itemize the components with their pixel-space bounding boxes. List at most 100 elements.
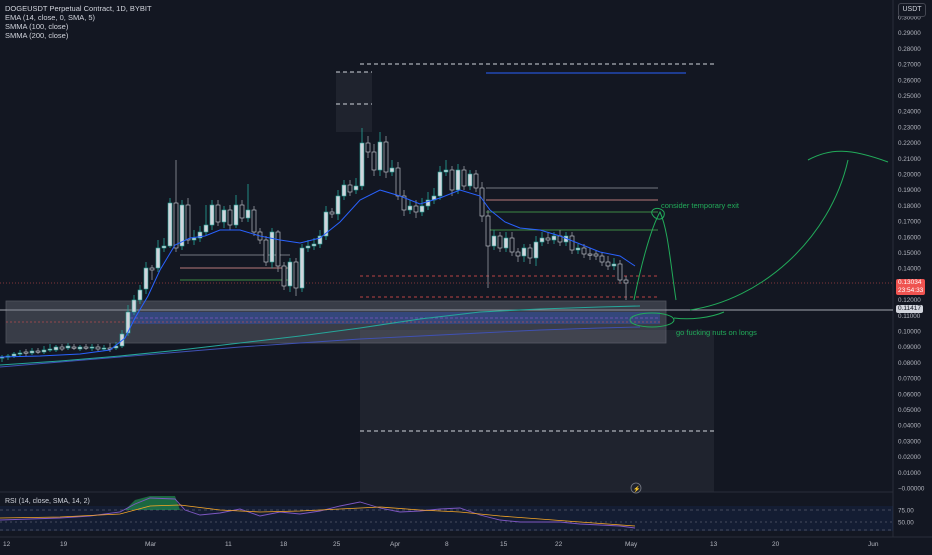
candle[interactable]	[455, 164, 461, 194]
rsi-legend[interactable]: RSI (14, close, SMA, 14, 2)	[5, 498, 90, 505]
candle[interactable]	[425, 192, 431, 210]
candle[interactable]	[299, 244, 305, 292]
candle[interactable]	[65, 343, 71, 350]
candle[interactable]	[95, 344, 101, 351]
candle[interactable]	[389, 160, 395, 176]
candle[interactable]	[605, 256, 611, 270]
candle[interactable]	[185, 198, 191, 244]
candle[interactable]	[215, 200, 221, 226]
candle[interactable]	[287, 258, 293, 292]
candle[interactable]	[491, 230, 497, 250]
candle[interactable]	[35, 348, 41, 354]
candle[interactable]	[623, 276, 629, 300]
candle[interactable]	[371, 144, 377, 176]
candle[interactable]	[485, 210, 491, 288]
legend-smma200[interactable]: SMMA (200, close)	[5, 31, 69, 40]
candle[interactable]	[515, 248, 521, 262]
candle[interactable]	[401, 190, 407, 216]
candle[interactable]	[527, 244, 533, 264]
candle[interactable]	[521, 244, 527, 262]
candle[interactable]	[173, 160, 179, 252]
candle[interactable]	[437, 166, 443, 200]
legend-symbol[interactable]: DOGEUSDT Perpetual Contract, 1D, BYBIT	[5, 4, 152, 13]
candle[interactable]	[479, 182, 485, 222]
candle[interactable]	[269, 228, 275, 268]
candle[interactable]	[89, 344, 95, 351]
time-axis[interactable]: 12 19 Mar 11 18 25 Apr 8 15 22 May 13 20 Jun	[3, 541, 879, 548]
candle[interactable]	[53, 345, 59, 352]
candle[interactable]	[599, 252, 605, 266]
candle[interactable]	[611, 258, 617, 270]
candle[interactable]	[41, 346, 47, 354]
candle[interactable]	[539, 232, 545, 246]
candle[interactable]	[203, 205, 209, 236]
candle[interactable]	[263, 236, 269, 266]
candle[interactable]	[347, 180, 353, 196]
candle[interactable]	[275, 230, 281, 272]
candle[interactable]	[239, 200, 245, 222]
currency-button[interactable]: USDT	[898, 3, 926, 17]
candle[interactable]	[281, 262, 287, 290]
candle[interactable]	[329, 208, 335, 218]
candle[interactable]	[293, 258, 299, 296]
candle[interactable]	[47, 344, 53, 352]
candle[interactable]	[461, 166, 467, 190]
candle[interactable]	[533, 236, 539, 266]
candle[interactable]	[317, 230, 323, 248]
candle[interactable]	[467, 170, 473, 190]
candle[interactable]	[251, 206, 257, 236]
candle[interactable]	[419, 198, 425, 216]
candle[interactable]	[143, 262, 149, 294]
candle[interactable]	[17, 350, 23, 357]
candle[interactable]	[197, 226, 203, 242]
candle[interactable]	[383, 136, 389, 178]
candle[interactable]	[413, 200, 419, 218]
legend-ema[interactable]: EMA (14, close, 0, SMA, 5)	[5, 13, 96, 22]
candle[interactable]	[221, 206, 227, 228]
candle[interactable]	[545, 232, 551, 244]
candle[interactable]	[305, 240, 311, 252]
candle[interactable]	[101, 345, 107, 351]
candle[interactable]	[449, 166, 455, 196]
candle[interactable]	[323, 206, 329, 240]
candlestick-series[interactable]	[0, 128, 629, 362]
candle[interactable]	[509, 232, 515, 256]
indicator-legend[interactable]: DOGEUSDT Perpetual Contract, 1D, BYBIT E…	[5, 4, 152, 40]
candle[interactable]	[407, 200, 413, 214]
legend-smma100[interactable]: SMMA (100, close)	[5, 22, 69, 31]
candle[interactable]	[155, 240, 161, 272]
candle[interactable]	[29, 348, 35, 355]
candle[interactable]	[377, 132, 383, 176]
candle[interactable]	[617, 260, 623, 284]
replay-icon[interactable]	[630, 482, 642, 494]
candle[interactable]	[59, 344, 65, 351]
candle[interactable]	[161, 238, 167, 252]
candle[interactable]	[587, 248, 593, 260]
candle[interactable]	[365, 136, 371, 158]
candle[interactable]	[233, 195, 239, 228]
candle[interactable]	[569, 232, 575, 254]
candle[interactable]	[575, 244, 581, 254]
candle[interactable]	[497, 232, 503, 252]
candle[interactable]	[395, 162, 401, 200]
candle[interactable]	[77, 345, 83, 351]
candle[interactable]	[23, 349, 29, 356]
candle[interactable]	[149, 265, 155, 280]
candle[interactable]	[353, 178, 359, 194]
candle[interactable]	[71, 344, 77, 350]
candle[interactable]	[443, 160, 449, 176]
price-axis[interactable]	[893, 0, 932, 550]
candle[interactable]	[167, 198, 173, 248]
candle[interactable]	[137, 285, 143, 304]
candle[interactable]	[473, 170, 479, 192]
candle[interactable]	[227, 205, 233, 230]
candle[interactable]	[593, 250, 599, 260]
candle[interactable]	[341, 180, 347, 200]
candle[interactable]	[131, 295, 137, 315]
candle[interactable]	[503, 232, 509, 252]
candle[interactable]	[335, 190, 341, 220]
candle[interactable]	[359, 128, 365, 190]
candle[interactable]	[83, 344, 89, 350]
